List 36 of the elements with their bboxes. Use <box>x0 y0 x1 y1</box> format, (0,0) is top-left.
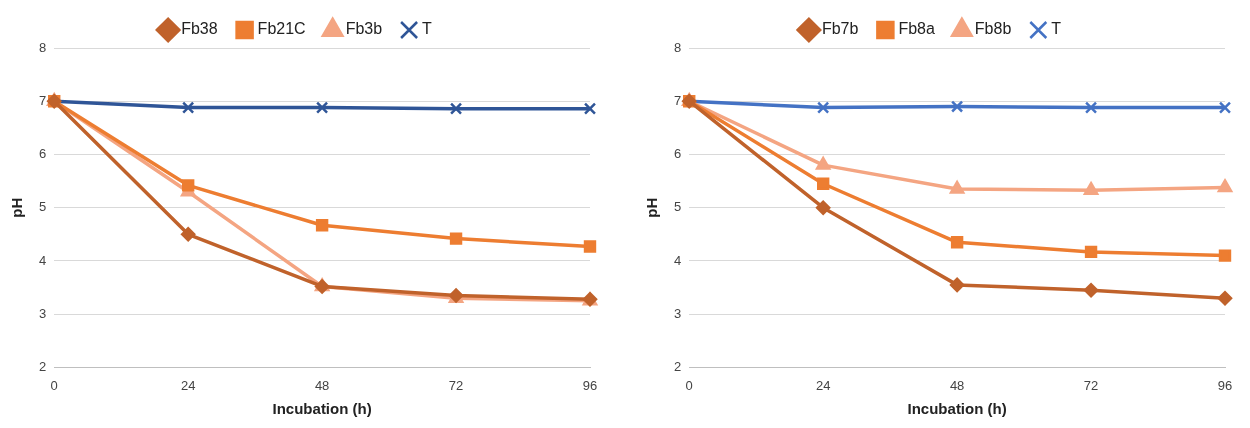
x-tick-label: 96 <box>582 377 598 393</box>
y-tick-label: 8 <box>39 39 47 55</box>
legend-label: Fb21C <box>257 20 306 38</box>
y-tick-label: 8 <box>674 39 682 55</box>
x-tick-label: 48 <box>314 377 330 393</box>
legend-label: Fb8a <box>898 20 935 38</box>
y-tick-label: 7 <box>39 92 47 108</box>
x-tick-label: 96 <box>1217 377 1233 393</box>
y-tick-label: 3 <box>674 305 682 321</box>
y-axis-title: pH <box>8 197 26 218</box>
x-tick-label: 0 <box>50 377 58 393</box>
y-tick-label: 4 <box>674 252 682 268</box>
legend-label: T <box>1051 20 1062 38</box>
legend-label: Fb7b <box>821 20 859 38</box>
x-axis-title: Incubation (h) <box>907 400 1007 418</box>
y-tick-label: 4 <box>39 252 47 268</box>
x-tick-label: 0 <box>685 377 693 393</box>
legend-label: Fb3b <box>345 20 383 38</box>
legend-label: Fb38 <box>181 20 218 38</box>
y-tick-label: 5 <box>39 199 47 215</box>
y-tick-label: 2 <box>674 358 682 374</box>
x-tick-label: 24 <box>180 377 196 393</box>
x-tick-label: 72 <box>1083 377 1099 393</box>
x-tick-label: 48 <box>949 377 965 393</box>
y-tick-label: 3 <box>39 305 47 321</box>
x-axis-title: Incubation (h) <box>272 400 372 418</box>
y-tick-label: 6 <box>674 146 682 162</box>
y-tick-label: 7 <box>674 92 682 108</box>
x-tick-label: 24 <box>815 377 831 393</box>
y-tick-label: 2 <box>39 358 47 374</box>
legend-label: T <box>422 20 433 38</box>
legend-label: Fb8b <box>974 20 1012 38</box>
y-tick-label: 5 <box>674 199 682 215</box>
y-tick-label: 6 <box>39 146 47 162</box>
x-tick-label: 72 <box>448 377 464 393</box>
y-axis-title: pH <box>643 197 661 218</box>
